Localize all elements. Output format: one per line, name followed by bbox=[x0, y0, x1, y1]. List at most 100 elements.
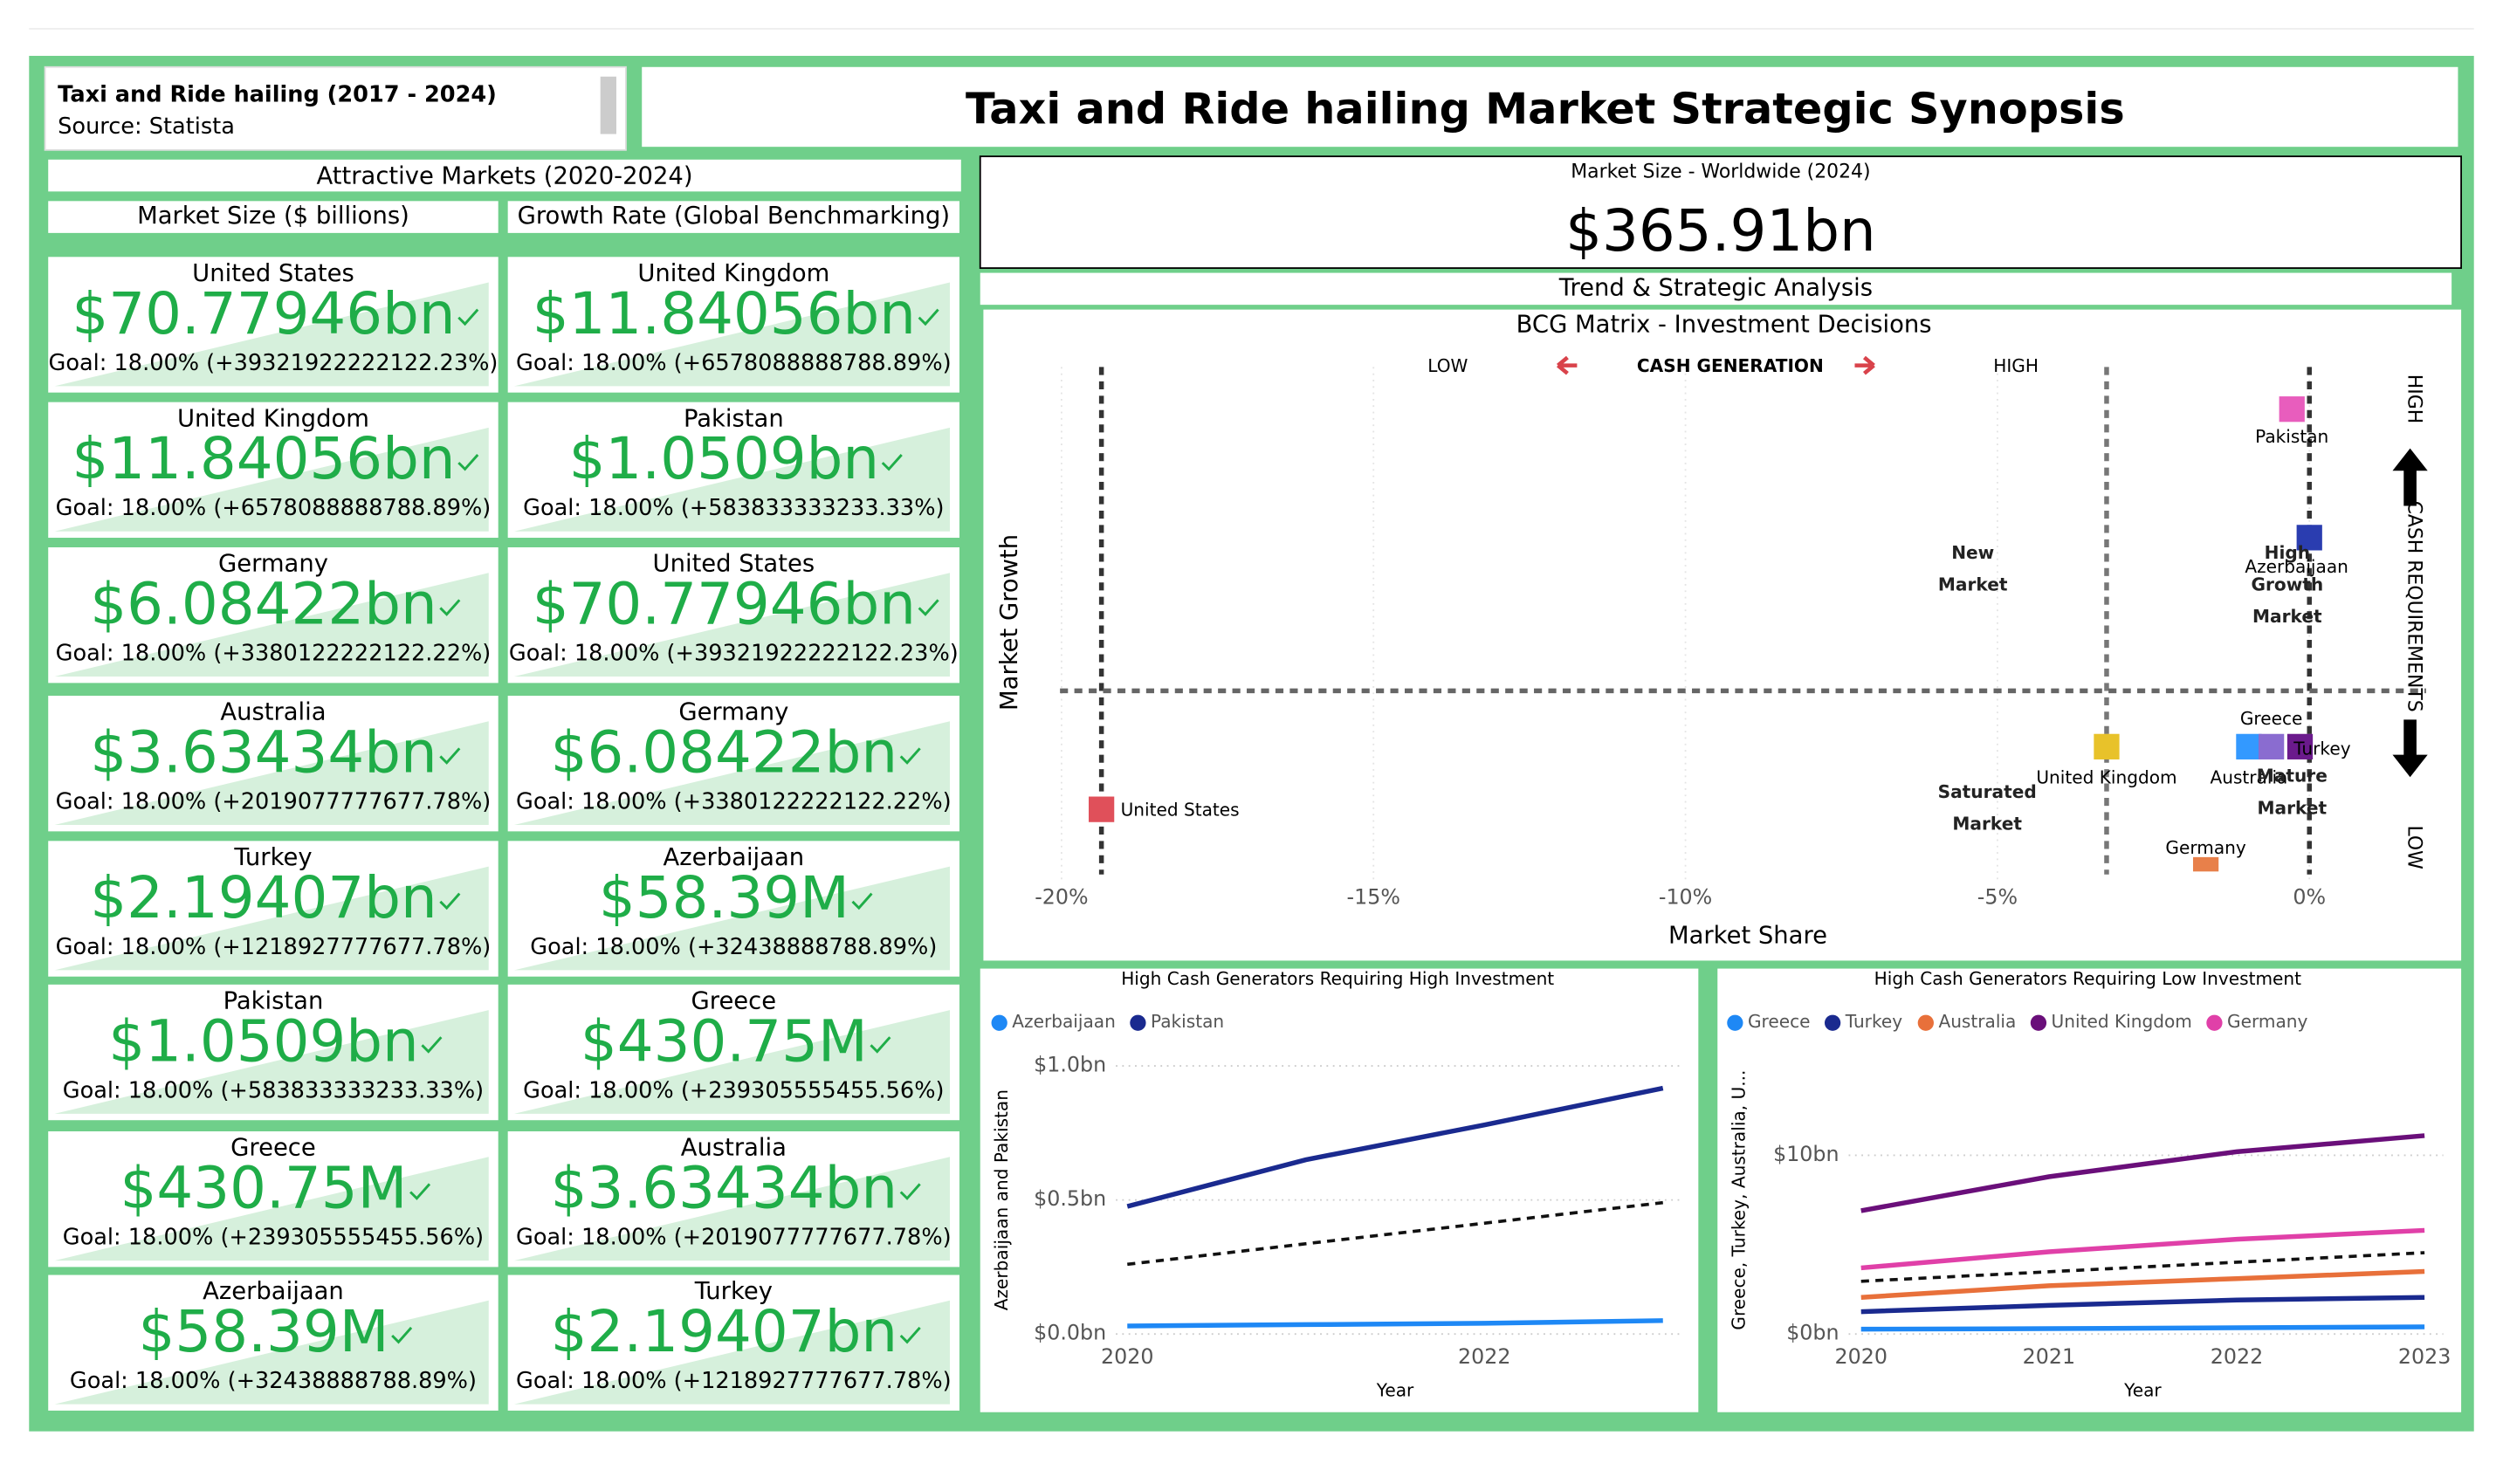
x-tick-label: -20% bbox=[1035, 885, 1088, 910]
quadrant-text: Mature Market bbox=[2256, 766, 2328, 819]
x-tick-label: 0% bbox=[2293, 885, 2326, 910]
check-icon bbox=[899, 1183, 921, 1200]
card-value: $6.08422bn bbox=[551, 719, 897, 787]
card-wedge bbox=[513, 721, 951, 826]
cash-requirements-label: HIGH bbox=[2403, 374, 2424, 423]
point bbox=[2279, 396, 2305, 423]
legend-swatch bbox=[1824, 1014, 1841, 1031]
card-value: $430.75M bbox=[120, 1155, 408, 1222]
chart-title: High Cash Generators Requiring High Inve… bbox=[1121, 968, 1554, 989]
card-wedge bbox=[54, 573, 489, 677]
column-heading: Market Size ($ billions) bbox=[137, 203, 409, 230]
card-country: Pakistan bbox=[223, 987, 324, 1014]
markets-title-box bbox=[48, 159, 961, 192]
card-country: United Kingdom bbox=[177, 405, 369, 432]
card-value: $1.0509bn bbox=[108, 1007, 419, 1075]
x-tick-label: 2022 bbox=[2211, 1344, 2263, 1369]
check-icon bbox=[851, 892, 873, 910]
trend-line bbox=[1127, 1200, 1663, 1267]
markets-title: Attractive Markets (2020-2024) bbox=[317, 162, 693, 189]
y-tick-label: $0.0bn bbox=[1034, 1321, 1106, 1345]
point bbox=[2286, 733, 2314, 759]
arrow-right bbox=[1854, 355, 1875, 375]
legend-label: Turkey bbox=[1845, 1011, 1903, 1032]
card-country: United Kingdom bbox=[637, 260, 829, 287]
card-country: United States bbox=[653, 551, 815, 578]
card-goal: Goal: 18.00% (+583833333233.33%) bbox=[523, 495, 944, 521]
check-icon bbox=[391, 1326, 413, 1344]
card-country: Azerbaijaan bbox=[203, 1278, 344, 1305]
y-axis-label: Azerbaijaan and Pakistan bbox=[991, 1089, 1012, 1310]
check-icon bbox=[918, 599, 939, 616]
point bbox=[2259, 733, 2285, 759]
point-label: Greece bbox=[2240, 708, 2303, 729]
chart-title: BCG Matrix - Investment Decisions bbox=[1516, 311, 1932, 338]
title-box bbox=[642, 66, 2458, 148]
x-tick-label: 2021 bbox=[2023, 1344, 2075, 1369]
arrow-left bbox=[1557, 355, 1578, 375]
card-wedge bbox=[513, 1010, 951, 1114]
series-line bbox=[1860, 1295, 2425, 1315]
card-goal: Goal: 18.00% (+1218927777677.78%) bbox=[516, 1368, 952, 1394]
card-goal: Goal: 18.00% (+3380122222122.22%) bbox=[516, 788, 952, 814]
legend-swatch bbox=[1917, 1014, 1934, 1031]
worldwide-value: $365.91bn bbox=[1565, 197, 1876, 265]
series-line bbox=[1860, 1324, 2425, 1332]
card-goal: Goal: 18.00% (+2019077777677.78%) bbox=[516, 1224, 952, 1250]
series-line bbox=[1126, 1085, 1664, 1209]
y-tick-label: $10bn bbox=[1773, 1142, 1839, 1166]
x-tick-label: -5% bbox=[1977, 885, 2018, 910]
worldwide-label: Market Size - Worldwide (2024) bbox=[1571, 161, 1870, 182]
card-value: $58.39M bbox=[138, 1298, 389, 1365]
card-goal: Goal: 18.00% (+32438888788.89%) bbox=[530, 934, 937, 960]
header-title: Taxi and Ride hailing (2017 - 2024) bbox=[58, 82, 497, 108]
card-wedge bbox=[513, 1300, 951, 1405]
card-value: $2.19407bn bbox=[551, 1298, 897, 1365]
card-goal: Goal: 18.00% (+239305555455.56%) bbox=[63, 1224, 484, 1250]
analysis-title-box bbox=[980, 272, 2452, 306]
legend-label: Germany bbox=[2227, 1011, 2307, 1032]
x-tick-label: 2023 bbox=[2398, 1344, 2451, 1369]
check-icon bbox=[881, 453, 903, 471]
point-label: Germany bbox=[2165, 837, 2245, 858]
card-country: Australia bbox=[681, 1135, 787, 1162]
chart-title: High Cash Generators Requiring Low Inves… bbox=[1874, 968, 2302, 989]
column-heading-box bbox=[48, 201, 499, 233]
legend-swatch bbox=[2030, 1014, 2047, 1031]
x-tick-label: -15% bbox=[1347, 885, 1400, 910]
card-country: Germany bbox=[218, 551, 328, 578]
legend-label: United Kingdom bbox=[2052, 1011, 2192, 1032]
cash-generation-label: HIGH bbox=[1993, 355, 2039, 376]
card-country: Turkey bbox=[233, 844, 312, 871]
main-title: Taxi and Ride hailing Market Strategic S… bbox=[966, 83, 2125, 134]
point-label: Turkey bbox=[2293, 739, 2351, 759]
series-line bbox=[1860, 1133, 2425, 1213]
check-icon bbox=[457, 453, 479, 471]
point bbox=[2296, 525, 2322, 551]
legend-swatch bbox=[1130, 1014, 1146, 1031]
check-icon bbox=[870, 1036, 891, 1054]
legend-label: Australia bbox=[1938, 1011, 2016, 1032]
column-heading: Growth Rate (Global Benchmarking) bbox=[518, 203, 950, 230]
card-value: $70.77946bn bbox=[533, 571, 916, 638]
point bbox=[1089, 796, 1115, 822]
x-tick-label: 2022 bbox=[1458, 1344, 1510, 1369]
card-wedge bbox=[54, 1010, 489, 1114]
arrow-up bbox=[2392, 448, 2428, 506]
y-tick-label: $0bn bbox=[1786, 1321, 1839, 1345]
card-value: $2.19407bn bbox=[90, 864, 437, 931]
card-value: $3.63434bn bbox=[551, 1155, 897, 1222]
x-axis-label: Market Share bbox=[1668, 923, 1827, 950]
cash-requirements-label: CASH REQUIREMENTS bbox=[2403, 501, 2424, 712]
quadrant-text: Saturated Market bbox=[1937, 781, 2037, 835]
check-icon bbox=[918, 308, 939, 326]
point-label: Azerbaijaan bbox=[2245, 556, 2348, 577]
card-goal: Goal: 18.00% (+6578088888788.89%) bbox=[56, 495, 492, 521]
card-value: $1.0509bn bbox=[569, 425, 880, 492]
y-tick-label: $0.5bn bbox=[1034, 1186, 1106, 1211]
quadrant-label: Mature Market bbox=[2256, 766, 2328, 819]
card-goal: Goal: 18.00% (+1218927777677.78%) bbox=[56, 934, 492, 960]
line-panel-2 bbox=[1717, 968, 2462, 1412]
card-value: $6.08422bn bbox=[90, 571, 437, 638]
